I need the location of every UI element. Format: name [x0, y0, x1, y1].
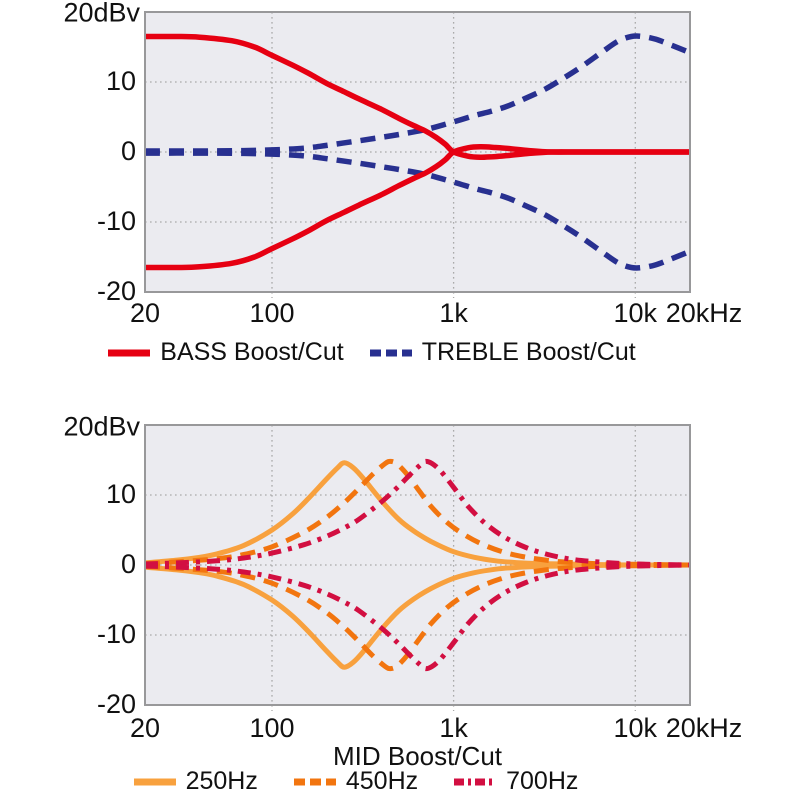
legend-swatch: [133, 778, 176, 785]
legend-label: BASS Boost/Cut: [160, 338, 344, 366]
legend-label: 450Hz: [345, 767, 419, 795]
y-tick-label: 0: [120, 135, 136, 166]
x-tick-label: 20kHz: [665, 298, 743, 328]
mid-700hz-boost-curve: [144, 458, 691, 568]
bass-boost-curve: [144, 33, 690, 161]
mid-450hz-boost-curve: [144, 458, 691, 568]
legend-item: TREBLE Boost/Cut: [369, 338, 636, 367]
y-tick-label: -10: [96, 205, 136, 236]
y-tick-label: -20: [96, 275, 136, 306]
x-tick-label: 100: [249, 298, 295, 328]
legend-swatch: [293, 778, 336, 785]
plot-border: [144, 424, 691, 706]
legend-item: 450Hz: [293, 767, 419, 796]
x-tick-label: 20: [129, 298, 161, 328]
legend-item: 250Hz: [133, 767, 258, 796]
mid-250hz-cut-curve: [144, 562, 691, 670]
mid-250hz-boost-curve: [144, 460, 691, 568]
bass-cut-curve: [144, 144, 690, 271]
mid-450hz-cut-curve: [144, 562, 691, 672]
y-tick-label: 10: [105, 478, 136, 509]
x-tick-label: 1k: [439, 713, 468, 743]
legend-label: 700Hz: [506, 767, 579, 795]
legend-bass-treble: BASS Boost/Cut TREBLE Boost/Cut: [0, 338, 772, 367]
x-axis-title: MID Boost/Cut: [332, 741, 503, 771]
legend-swatch: [369, 349, 412, 356]
mid-700hz-cut-curve: [144, 562, 691, 672]
x-tick-label: 20kHz: [665, 713, 743, 743]
legend-swatch: [108, 349, 151, 356]
x-tick-label: 100: [249, 713, 295, 743]
y-axis-unit-label-top: 20dBv: [63, 0, 140, 28]
x-tick-label: 10k: [613, 298, 658, 328]
y-tick-label: -10: [96, 618, 136, 649]
y-tick-label: 0: [120, 548, 136, 579]
x-tick-label: 10k: [613, 713, 658, 743]
x-tick-label: 20: [129, 713, 161, 743]
legend-label: TREBLE Boost/Cut: [421, 338, 636, 366]
legend-swatch: [454, 778, 497, 785]
legend-mid: 250Hz 450Hz 700Hz: [0, 767, 756, 796]
legend-item: BASS Boost/Cut: [108, 338, 344, 367]
x-tick-label: 1k: [439, 298, 468, 328]
treble-boost-curve: [145, 33, 692, 154]
y-tick-label: -20: [96, 688, 136, 719]
plot-border: [144, 11, 691, 293]
y-tick-label: 10: [105, 65, 136, 96]
y-axis-unit-label-bottom: 20dBv: [63, 411, 140, 442]
legend-label: 250Hz: [185, 767, 258, 795]
legend-item: 700Hz: [454, 767, 578, 796]
treble-cut-curve: [144, 150, 692, 271]
